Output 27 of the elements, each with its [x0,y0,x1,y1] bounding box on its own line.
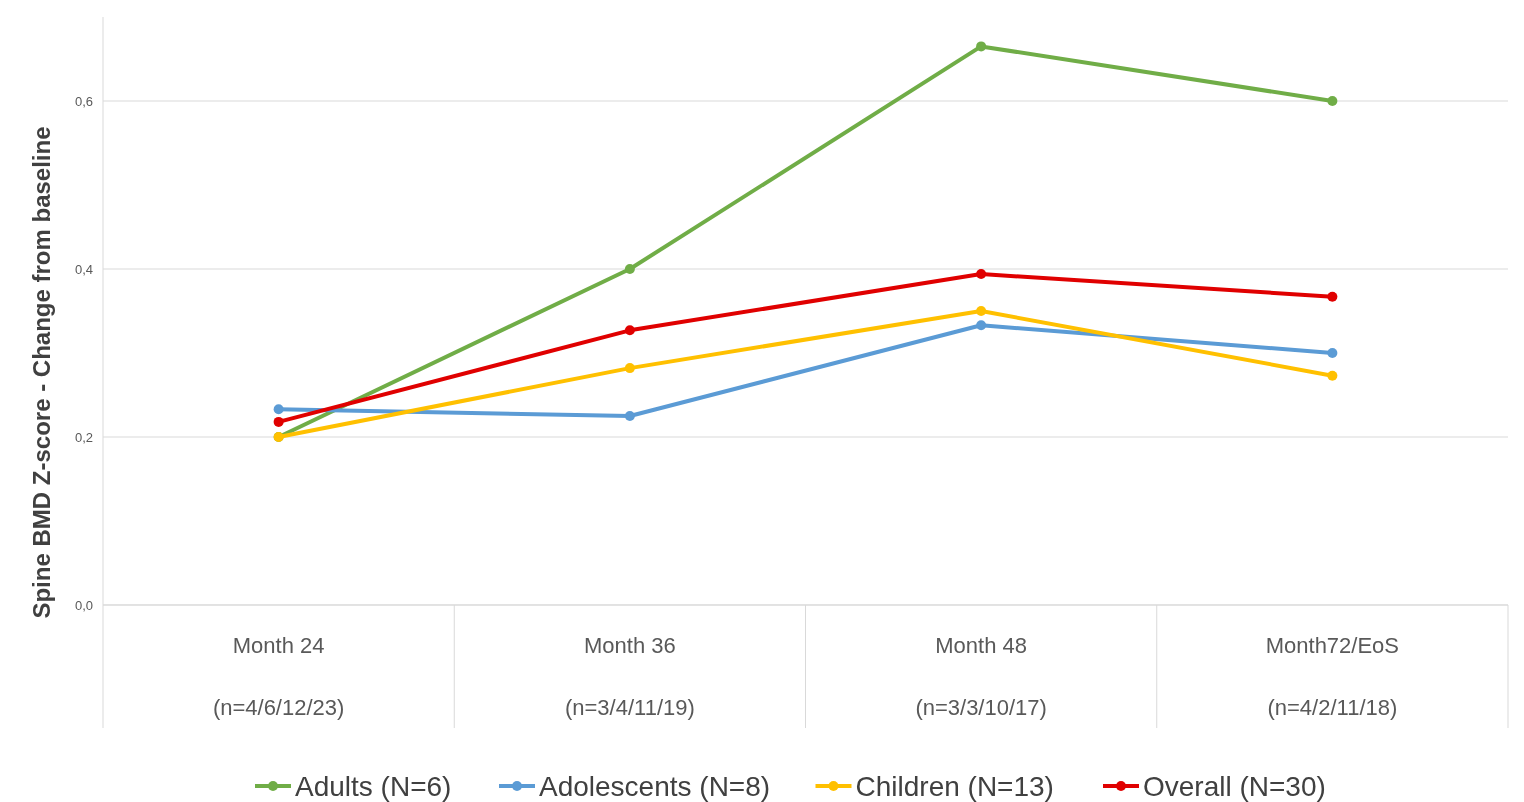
legend-label: Adults (N=6) [295,770,452,802]
legend-label: Overall (N=30) [1143,770,1326,802]
y-tick-label: 0,0 [74,597,93,613]
legend-label: Children (N=13) [855,770,1054,802]
point [273,404,284,415]
point [976,320,987,331]
point [1327,370,1338,381]
category-label: Month 48 (n=3/3/10/17) [915,633,1047,720]
point [624,411,635,421]
y-axis-title: Spine BMD Z-score - Change from baseline [28,126,55,619]
category-label: Month 24 (n=4/6/12/23) [212,633,345,720]
point [273,416,284,427]
point [976,41,987,52]
point [1327,96,1338,106]
category-label: Month 36 (n=3/4/11/19) [564,633,695,720]
y-tick-label: 0,2 [74,429,93,445]
point [976,306,987,316]
point [624,264,635,274]
point [624,363,635,374]
point [976,269,987,280]
point [1327,348,1338,358]
point [624,325,635,336]
y-tick-label: 0,6 [74,93,93,109]
legend-label: Adolescents (N=8) [539,770,771,802]
category-label: Month72/EoS (n=4/2/11/18) [1265,633,1400,720]
point [1327,291,1338,302]
y-tick-label: 0,4 [74,261,93,277]
